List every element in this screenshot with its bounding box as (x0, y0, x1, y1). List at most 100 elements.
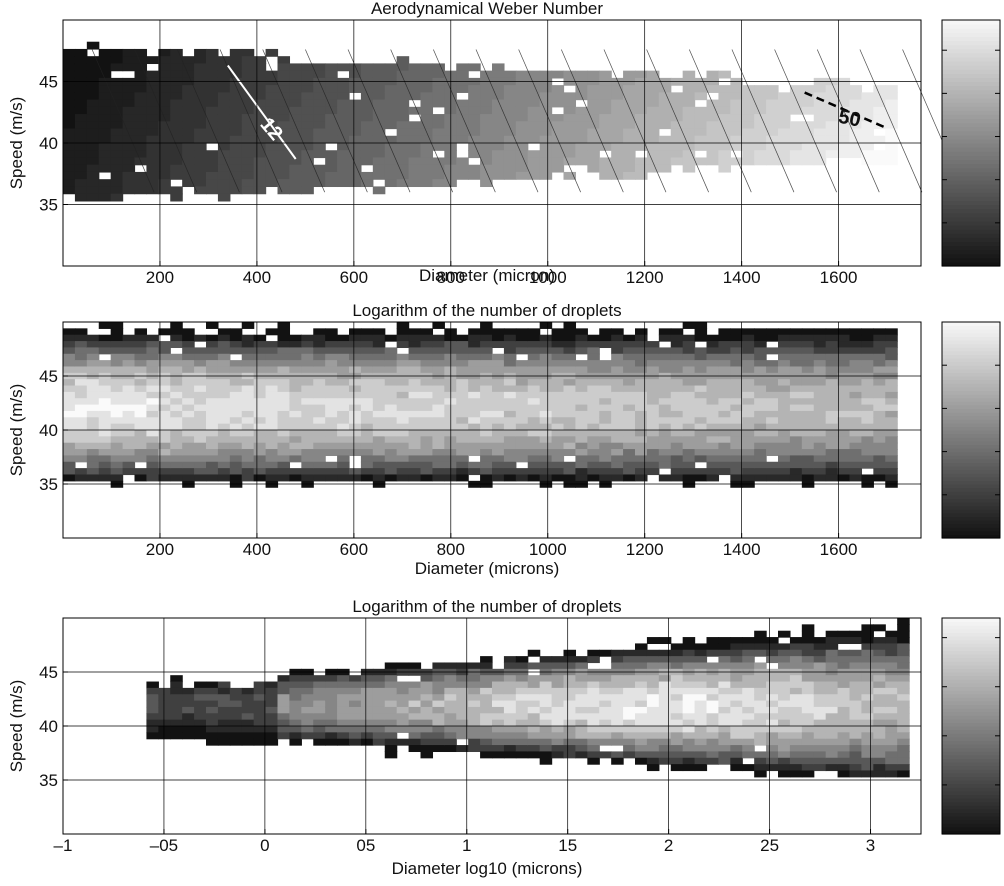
heatmap-cell (253, 423, 267, 431)
heatmap-cell (134, 385, 148, 393)
heatmap-cell (396, 461, 410, 469)
heatmap-cell (682, 681, 696, 689)
heatmap-cell (122, 442, 136, 450)
colorbar-step (942, 805, 1000, 810)
heatmap-cell (420, 85, 434, 93)
heatmap-cell (182, 99, 195, 108)
heatmap-cell (527, 404, 541, 412)
heatmap-cell (527, 662, 541, 670)
heatmap-cell (349, 135, 362, 144)
heatmap-cell (432, 360, 445, 368)
heatmap-cell (730, 379, 743, 387)
heatmap-cell (789, 410, 803, 418)
heatmap-cell (694, 347, 708, 355)
heatmap-cell (265, 713, 279, 721)
heatmap-cell (635, 99, 648, 108)
heatmap-cell (742, 85, 755, 93)
heatmap-cell (194, 99, 207, 108)
heatmap-cell (503, 70, 517, 79)
heatmap-cell (539, 121, 553, 130)
heatmap-cell (432, 455, 445, 463)
heatmap-cell (182, 341, 195, 349)
heatmap-cell (86, 410, 100, 418)
heatmap-cell (527, 745, 541, 753)
heatmap-cell (849, 719, 863, 727)
heatmap-cell (325, 135, 338, 144)
heatmap-cell (575, 423, 588, 431)
heatmap-cell (86, 135, 100, 144)
heatmap-cell (253, 461, 267, 469)
heatmap-cell (873, 92, 886, 101)
heatmap-cell (515, 442, 529, 450)
heatmap-cell (492, 92, 505, 101)
heatmap-cell (217, 70, 231, 79)
heatmap-cell (825, 328, 839, 336)
heatmap-cell (265, 468, 279, 476)
heatmap-cell (563, 700, 577, 708)
heatmap-cell (313, 128, 326, 137)
heatmap-cell (301, 423, 314, 431)
heatmap-cell (611, 121, 624, 130)
heatmap-cell (337, 99, 350, 108)
heatmap-cell (682, 99, 696, 108)
heatmap-cell (468, 379, 481, 387)
heatmap-cell (349, 385, 362, 393)
heatmap-cell (670, 423, 684, 431)
heatmap-cell (885, 732, 898, 740)
heatmap-cell (408, 328, 422, 336)
heatmap-cell (301, 341, 314, 349)
heatmap-cell (289, 713, 302, 721)
heatmap-cell (313, 385, 326, 393)
heatmap-cell (301, 474, 314, 482)
heatmap-cell (778, 449, 791, 457)
heatmap-cell (742, 150, 755, 159)
heatmap-cell (670, 128, 684, 137)
heatmap-cell (63, 179, 76, 188)
heatmap-cell (861, 474, 874, 482)
heatmap-cell (563, 391, 577, 399)
heatmap-cell (134, 391, 148, 399)
heatmap-cell (146, 341, 159, 349)
heatmap-cell (635, 662, 648, 670)
heatmap-cell (277, 334, 291, 342)
heatmap-cell (277, 687, 291, 695)
heatmap-cell (718, 398, 731, 406)
colorbar-step (942, 229, 1000, 234)
heatmap-cell (337, 114, 350, 122)
heatmap-cell (432, 675, 445, 683)
heatmap-cell (623, 706, 636, 714)
heatmap-cell (217, 461, 231, 469)
heatmap-cell (623, 92, 636, 101)
heatmap-cell (480, 143, 493, 151)
heatmap-cell (277, 63, 291, 72)
heatmap-cell (587, 656, 600, 664)
heatmap-cell (658, 681, 672, 689)
heatmap-cell (825, 732, 839, 740)
heatmap-cell (229, 347, 243, 355)
heatmap-cell (432, 322, 445, 329)
heatmap-cell (635, 745, 648, 753)
heatmap-cell (396, 99, 410, 108)
heatmap-cell (265, 347, 279, 355)
heatmap-cell (408, 449, 422, 457)
heatmap-cell (766, 675, 779, 683)
heatmap-cell (349, 423, 362, 431)
heatmap-cell (384, 150, 398, 159)
heatmap-cell (182, 56, 195, 65)
heatmap-cell (599, 713, 612, 721)
heatmap-cell (444, 662, 457, 670)
heatmap-cell (706, 135, 720, 144)
heatmap-cell (217, 128, 231, 137)
heatmap-cell (456, 379, 469, 387)
heatmap-cell (206, 366, 219, 374)
heatmap-cell (682, 341, 696, 349)
heatmap-cell (86, 63, 100, 72)
heatmap-cell (861, 391, 874, 399)
colorbar-step (942, 808, 1000, 813)
heatmap-cell (134, 114, 148, 122)
heatmap-cell (146, 732, 159, 740)
heatmap-cell (241, 700, 255, 708)
colorbar-step (942, 664, 1000, 669)
heatmap-cell (503, 106, 517, 115)
heatmap-cell (694, 430, 708, 437)
